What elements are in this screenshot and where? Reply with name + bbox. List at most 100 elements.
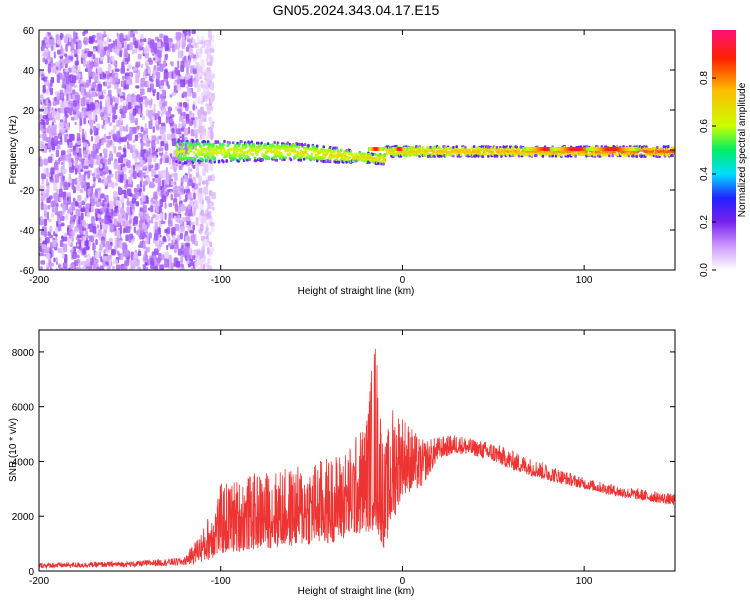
- spectrogram-cell: [185, 194, 188, 202]
- spectrogram-cell: [124, 259, 130, 267]
- spectrogram-cell: [107, 203, 110, 208]
- spectrogram-cell: [74, 53, 78, 57]
- spectrogram-cell: [156, 126, 160, 131]
- spectrogram-cell: [205, 103, 210, 107]
- spectrogram-cell: [66, 192, 72, 197]
- spectrogram-cell: [171, 173, 175, 178]
- spectrogram-cell: [116, 88, 122, 95]
- spectrogram-cell: [58, 264, 61, 269]
- spectrogram-cell: [164, 202, 167, 209]
- spectrogram-cell: [86, 61, 90, 68]
- spectrogram-cell: [148, 155, 153, 163]
- spectrogram-cell: [67, 59, 71, 63]
- spectrogram-cell: [74, 259, 79, 267]
- spectrogram-cell: [191, 139, 195, 143]
- spectrogram-cell: [193, 207, 196, 216]
- spectrogram-cell: [75, 200, 78, 207]
- spectrogram-cell: [429, 145, 432, 149]
- spectrogram-cell: [405, 150, 408, 154]
- spectrogram-cell: [218, 142, 222, 146]
- spectrogram-cell: [106, 95, 110, 100]
- spectrogram-ytick-label: 0: [28, 146, 34, 157]
- spectrogram-cell: [168, 203, 173, 208]
- spectrogram-cell: [141, 63, 144, 69]
- spectrogram-cell: [184, 153, 187, 157]
- spectrogram-cell: [135, 118, 139, 123]
- spectrogram-cell: [156, 92, 160, 101]
- spectrogram-cell: [160, 97, 166, 102]
- spectrogram-ytick-label: -40: [20, 226, 35, 237]
- spectrogram-cell: [61, 251, 65, 259]
- spectrogram-cell: [212, 151, 215, 155]
- spectrogram-cell: [188, 179, 193, 187]
- spectrogram-cell: [223, 139, 226, 143]
- spectrogram-cell: [189, 221, 193, 226]
- spectrogram-cell: [92, 53, 96, 60]
- spectrogram-cell: [157, 178, 162, 187]
- spectrogram-cell: [65, 268, 69, 270]
- spectrogram-cell: [206, 50, 212, 59]
- spectrogram-cell: [202, 264, 206, 270]
- spectrogram-cell: [211, 225, 215, 232]
- spectrogram-cell: [200, 35, 205, 42]
- spectrogram-cell: [83, 149, 88, 158]
- spectrogram-cell: [73, 150, 77, 156]
- spectrogram-image: [39, 30, 675, 270]
- spectrogram-cell: [95, 114, 98, 122]
- spectrogram-cell: [42, 204, 48, 211]
- spectrogram-cell: [184, 234, 189, 242]
- spectrogram-cell: [59, 188, 63, 198]
- spectrogram-cell: [93, 35, 97, 39]
- spectrogram-cell: [159, 158, 163, 165]
- spectrogram-cell: [40, 144, 45, 153]
- spectrogram-cell: [41, 73, 45, 77]
- spectrogram-cell: [519, 145, 523, 149]
- spectrogram-cell: [202, 147, 206, 151]
- spectrogram-cell: [452, 154, 455, 158]
- spectrogram-cell: [169, 165, 173, 170]
- spectrogram-cell: [126, 188, 132, 197]
- spectrogram-cell: [59, 181, 63, 189]
- spectrogram-cell: [50, 167, 55, 175]
- spectrogram-cell: [154, 221, 158, 230]
- spectrogram-cell: [183, 55, 187, 60]
- spectrogram-cell: [68, 141, 72, 149]
- spectrogram-cell: [198, 198, 203, 202]
- spectrogram-cell: [153, 203, 157, 208]
- spectrogram-cell: [47, 218, 52, 223]
- spectrogram-cell: [137, 133, 140, 140]
- spectrogram-cell: [303, 143, 307, 147]
- spectrogram-cell: [116, 32, 119, 37]
- spectrogram-cell: [105, 240, 110, 246]
- spectrogram-cell: [198, 187, 203, 195]
- spectrogram-cell: [171, 138, 177, 146]
- spectrogram-cell: [192, 92, 197, 99]
- spectrogram-cell: [193, 192, 196, 200]
- spectrogram-cell: [59, 155, 64, 161]
- spectrogram-cell: [167, 235, 171, 242]
- spectrogram-cell: [81, 110, 85, 118]
- spectrogram-cell: [161, 106, 167, 115]
- spectrogram-cell: [78, 163, 82, 170]
- spectrogram-cell: [121, 202, 125, 209]
- spectrogram-cell: [203, 81, 208, 85]
- spectrogram-cell: [205, 94, 210, 101]
- spectrogram-cell: [333, 154, 336, 158]
- spectrogram-cell: [80, 98, 85, 107]
- spectrogram-cell: [50, 262, 55, 267]
- spectrogram-cell: [142, 165, 147, 170]
- spectrogram-cell: [149, 220, 152, 224]
- spectrogram-cell: [144, 98, 149, 106]
- spectrogram-cell: [60, 176, 64, 182]
- spectrogram-cell: [89, 119, 93, 129]
- spectrogram-cell: [197, 193, 202, 200]
- spectrogram-cell: [95, 87, 99, 93]
- spectrogram-cell: [164, 251, 169, 259]
- spectrogram-cell: [192, 224, 196, 231]
- spectrogram-cell: [65, 122, 70, 131]
- spectrogram-cell: [216, 140, 220, 144]
- spectrogram-cell: [88, 241, 92, 247]
- snr-ytick-label: 8000: [12, 348, 35, 359]
- spectrogram-cell: [104, 98, 108, 108]
- spectrogram-cell: [166, 133, 172, 140]
